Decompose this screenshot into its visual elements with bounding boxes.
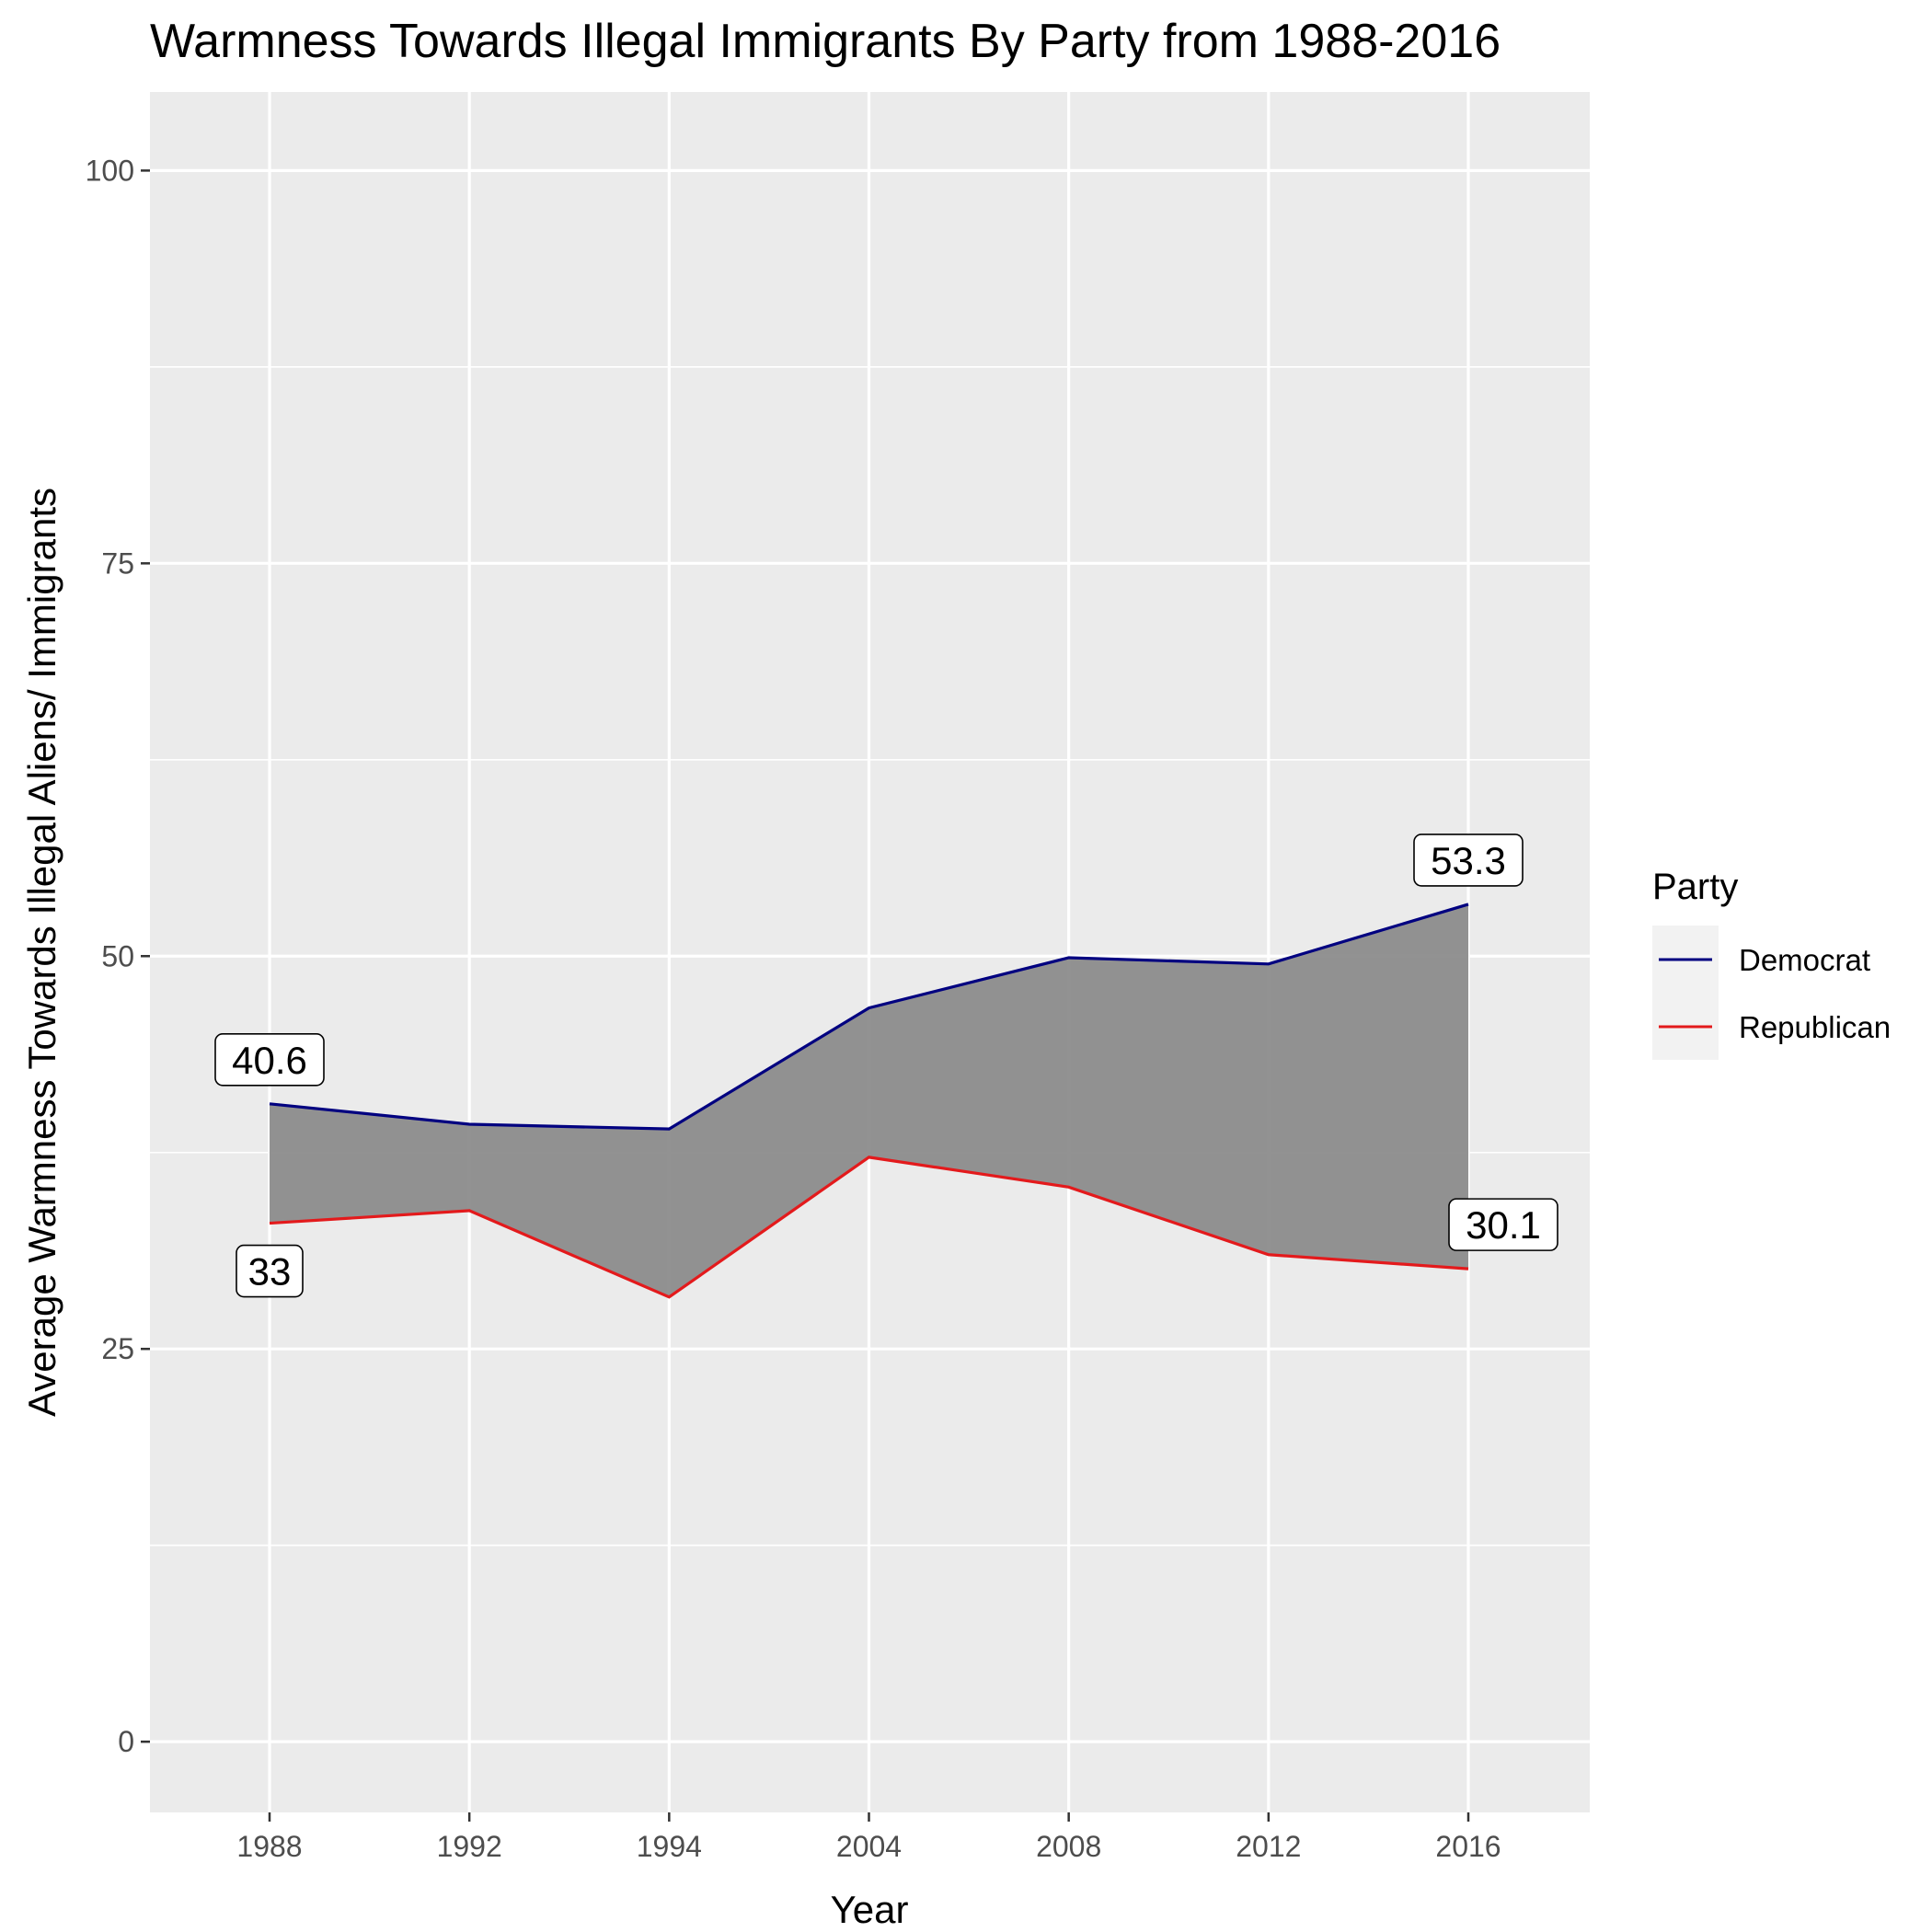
x-tick-label: 2016 (1435, 1830, 1501, 1863)
y-axis: 0 25 50 75 100 (86, 154, 150, 1758)
y-tick-label: 75 (101, 546, 134, 580)
data-label-text: 53.3 (1431, 839, 1506, 882)
x-tick-label: 1994 (637, 1830, 702, 1863)
data-label-text: 30.1 (1466, 1203, 1541, 1247)
data-label: 53.3 (1413, 834, 1524, 887)
data-label-box (214, 1032, 325, 1087)
x-tick-label: 1992 (437, 1830, 502, 1863)
x-tick-label: 1988 (236, 1830, 302, 1863)
legend-title: Party (1652, 867, 1738, 907)
legend: Party Democrat Republican (1652, 867, 1891, 1060)
data-label: 30.1 (1448, 1198, 1558, 1251)
data-label-box (1448, 1198, 1558, 1251)
x-tick-label: 2012 (1236, 1830, 1301, 1863)
data-label-text: 33 (248, 1250, 292, 1294)
data-label: 33 (236, 1244, 304, 1298)
y-axis-title: Average Warmness Towards Illegal Aliens/… (20, 488, 63, 1417)
legend-label-democrat: Democrat (1739, 943, 1870, 977)
x-axis-title: Year (831, 1888, 909, 1931)
series-lines (269, 903, 1469, 1299)
x-tick-label: 2004 (836, 1830, 902, 1863)
chart-title: Warmness Towards Illegal Immigrants By P… (150, 15, 1501, 68)
ribbon-area (270, 903, 1468, 1297)
ribbon-layer (270, 903, 1468, 1297)
y-tick-label: 50 (101, 939, 134, 972)
data-label-text: 40.6 (232, 1039, 307, 1082)
y-tick-label: 0 (118, 1725, 134, 1758)
x-axis: 1988 1992 1994 2004 2008 2012 2016 (236, 1812, 1501, 1863)
series-line-democrat (269, 903, 1469, 1131)
y-tick-label: 25 (101, 1332, 134, 1365)
x-tick-label: 2008 (1036, 1830, 1101, 1863)
grid-lines (150, 92, 1590, 1812)
data-label-box (1413, 834, 1524, 887)
data-label-box (236, 1244, 304, 1298)
y-tick-label: 100 (86, 154, 134, 187)
legend-label-republican: Republican (1739, 1010, 1891, 1044)
data-labels: 40.6 33 53.3 30.1 (214, 834, 1558, 1298)
series-line-republican (269, 1156, 1469, 1299)
data-label: 40.6 (214, 1032, 325, 1087)
legend-key-background (1652, 926, 1719, 1060)
